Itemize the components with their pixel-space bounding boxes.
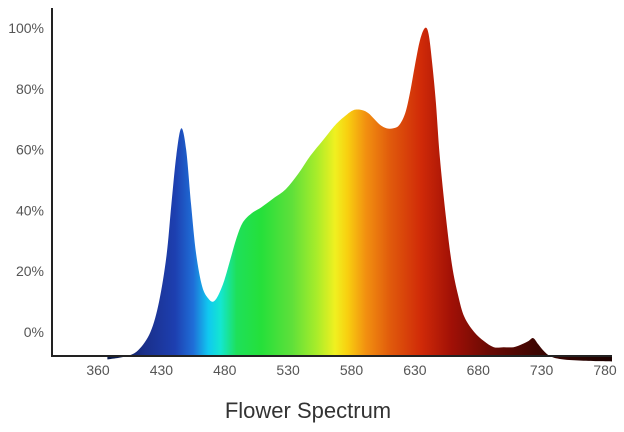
x-tick-label: 480 xyxy=(213,362,237,378)
x-tick-label: 530 xyxy=(276,362,300,378)
spectrum-area-layer xyxy=(107,27,612,362)
y-tick-label: 100% xyxy=(8,20,44,36)
x-tick-label: 580 xyxy=(340,362,364,378)
x-tick-label: 680 xyxy=(467,362,491,378)
chart-title: Flower Spectrum xyxy=(225,398,391,423)
axes xyxy=(51,8,612,357)
y-tick-label: 80% xyxy=(16,81,44,97)
x-tick-label: 630 xyxy=(403,362,427,378)
x-tick-label: 730 xyxy=(530,362,554,378)
spectrum-area xyxy=(107,27,612,362)
x-tick-label: 780 xyxy=(593,362,617,378)
x-tick-label: 430 xyxy=(150,362,174,378)
y-tick-label: 20% xyxy=(16,263,44,279)
y-axis-ticks: 0% 20% 40% 60% 80% 100% xyxy=(8,20,44,340)
y-tick-label: 0% xyxy=(24,324,44,340)
x-axis-ticks: 360 430 480 530 580 630 680 730 780 xyxy=(86,362,617,378)
y-tick-label: 60% xyxy=(16,142,44,158)
x-tick-label: 360 xyxy=(86,362,110,378)
y-tick-label: 40% xyxy=(16,202,44,218)
